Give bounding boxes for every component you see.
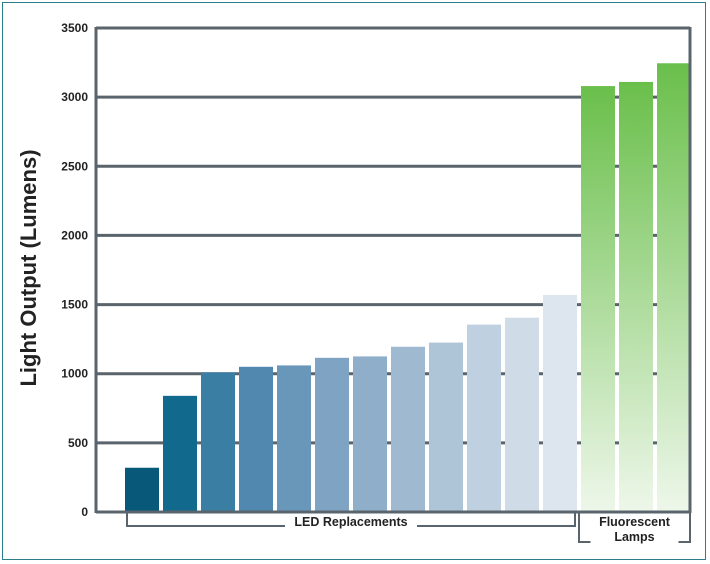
y-tick-label: 3500 [61, 21, 88, 35]
led-bar [543, 294, 577, 512]
fluorescent-bar [619, 81, 653, 512]
led-bar [239, 366, 273, 512]
y-tick-label: 1500 [61, 298, 88, 312]
y-tick-labels: 0 500 1000 1500 2000 2500 3000 3500 [61, 21, 88, 519]
led-bar [505, 317, 539, 512]
led-bar [353, 356, 387, 512]
led-bar [163, 395, 197, 512]
led-bar [201, 372, 235, 512]
led-group-label: LED Replacements [294, 515, 407, 529]
led-bar [391, 346, 425, 512]
y-tick-label: 1000 [61, 367, 88, 381]
led-bar [125, 467, 159, 512]
fluorescent-bar [657, 63, 691, 513]
bars [125, 63, 691, 513]
y-axis-label: Light Output (Lumens) [16, 149, 41, 386]
y-tick-label: 500 [68, 436, 88, 450]
axes [94, 27, 692, 514]
y-tick-label: 2500 [61, 159, 88, 173]
led-bar [429, 342, 463, 512]
group-brackets: LED Replacements Fluorescent Lamps [126, 513, 691, 549]
led-bar [315, 357, 349, 512]
fluorescent-group-label: Fluorescent Lamps [599, 515, 671, 544]
y-tick-label: 0 [81, 505, 88, 519]
y-tick-label: 3000 [61, 90, 88, 104]
led-bar [467, 324, 501, 512]
fluorescent-bar [581, 86, 615, 512]
y-tick-label: 2000 [61, 228, 88, 242]
led-bar [277, 365, 311, 512]
